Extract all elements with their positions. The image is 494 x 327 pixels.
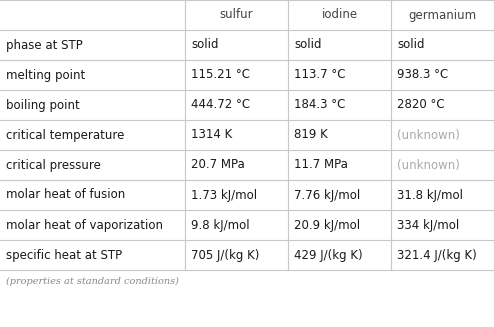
- Text: 2820 °C: 2820 °C: [397, 98, 445, 112]
- Text: 444.72 °C: 444.72 °C: [191, 98, 250, 112]
- Text: 1314 K: 1314 K: [191, 129, 232, 142]
- Text: 11.7 MPa: 11.7 MPa: [294, 159, 348, 171]
- Text: iodine: iodine: [322, 9, 358, 22]
- Text: 20.7 MPa: 20.7 MPa: [191, 159, 245, 171]
- Text: (properties at standard conditions): (properties at standard conditions): [6, 276, 179, 285]
- Text: solid: solid: [294, 39, 322, 51]
- Text: 819 K: 819 K: [294, 129, 328, 142]
- Text: 20.9 kJ/mol: 20.9 kJ/mol: [294, 218, 360, 232]
- Text: 184.3 °C: 184.3 °C: [294, 98, 345, 112]
- Text: solid: solid: [397, 39, 424, 51]
- Text: (unknown): (unknown): [397, 129, 460, 142]
- Text: molar heat of vaporization: molar heat of vaporization: [6, 218, 163, 232]
- Text: 113.7 °C: 113.7 °C: [294, 68, 345, 81]
- Text: 938.3 °C: 938.3 °C: [397, 68, 448, 81]
- Text: specific heat at STP: specific heat at STP: [6, 249, 122, 262]
- Text: solid: solid: [191, 39, 218, 51]
- Text: 334 kJ/mol: 334 kJ/mol: [397, 218, 459, 232]
- Text: sulfur: sulfur: [220, 9, 253, 22]
- Text: critical pressure: critical pressure: [6, 159, 101, 171]
- Text: 429 J/(kg K): 429 J/(kg K): [294, 249, 363, 262]
- Text: 115.21 °C: 115.21 °C: [191, 68, 250, 81]
- Text: melting point: melting point: [6, 68, 85, 81]
- Text: 7.76 kJ/mol: 7.76 kJ/mol: [294, 188, 360, 201]
- Text: critical temperature: critical temperature: [6, 129, 124, 142]
- Text: phase at STP: phase at STP: [6, 39, 83, 51]
- Text: molar heat of fusion: molar heat of fusion: [6, 188, 125, 201]
- Text: (unknown): (unknown): [397, 159, 460, 171]
- Text: 705 J/(kg K): 705 J/(kg K): [191, 249, 259, 262]
- Text: 31.8 kJ/mol: 31.8 kJ/mol: [397, 188, 463, 201]
- Text: 1.73 kJ/mol: 1.73 kJ/mol: [191, 188, 257, 201]
- Text: germanium: germanium: [409, 9, 477, 22]
- Text: 321.4 J/(kg K): 321.4 J/(kg K): [397, 249, 477, 262]
- Text: boiling point: boiling point: [6, 98, 80, 112]
- Text: 9.8 kJ/mol: 9.8 kJ/mol: [191, 218, 249, 232]
